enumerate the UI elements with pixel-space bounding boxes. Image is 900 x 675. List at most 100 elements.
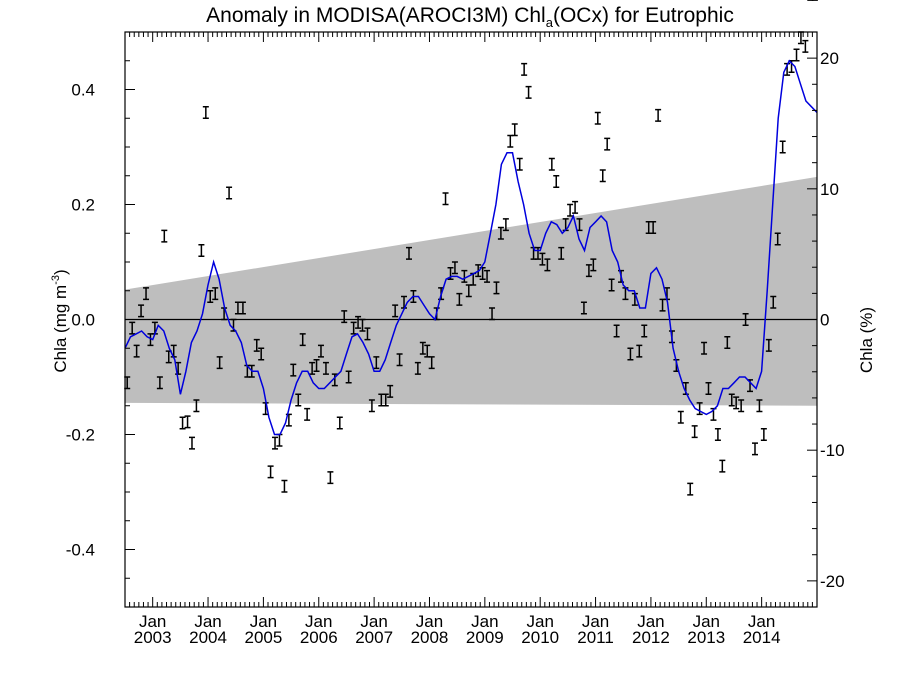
data-point — [336, 416, 343, 430]
right-y-tick-label: 0 — [820, 311, 829, 330]
x-tick-month-label: Jan — [748, 612, 775, 631]
data-point — [226, 186, 233, 200]
data-point — [138, 304, 145, 318]
x-tick-month-label: Jan — [360, 612, 387, 631]
data-point — [355, 315, 362, 329]
x-tick-year-label: 2005 — [244, 628, 282, 647]
data-point — [599, 169, 606, 183]
data-point — [156, 376, 163, 390]
data-point — [724, 336, 731, 349]
data-point — [802, 39, 809, 53]
data-point — [451, 261, 458, 275]
data-point — [382, 393, 389, 407]
data-point — [290, 363, 297, 377]
data-point — [696, 402, 703, 416]
data-point — [276, 433, 283, 447]
x-tick-year-label: 2009 — [466, 628, 504, 647]
left-y-tick-label: 0.2 — [71, 196, 95, 215]
data-point — [216, 356, 223, 370]
x-tick-month-label: Jan — [250, 612, 277, 631]
chart-title-rest: (OCx) for Eutrophic — [553, 4, 734, 27]
data-point — [765, 338, 772, 352]
data-point — [392, 304, 399, 318]
data-point — [359, 318, 366, 332]
x-tick-month-label: Jan — [139, 612, 166, 631]
data-point — [368, 399, 375, 413]
data-point — [461, 269, 468, 283]
data-point — [793, 48, 800, 62]
data-point — [572, 200, 579, 214]
data-point — [567, 203, 574, 217]
smoothed-anomaly-line — [124, 59, 818, 436]
chart-title: Anomaly in MODISA(AROCI3M) Chla(OCx) for… — [206, 4, 734, 30]
x-tick-year-label: 2014 — [743, 628, 781, 647]
x-tick-month-label: Jan — [194, 612, 221, 631]
right-y-tick-label: -10 — [820, 441, 845, 460]
data-point — [133, 344, 140, 358]
smoothed-line-path — [124, 59, 818, 436]
data-point — [143, 287, 150, 301]
data-point — [350, 321, 357, 335]
data-point — [193, 399, 200, 413]
data-point — [299, 333, 306, 347]
data-point — [161, 229, 168, 243]
left-y-tick-label: 0.4 — [71, 81, 95, 100]
data-point — [627, 347, 634, 361]
data-point — [373, 356, 380, 370]
data-point — [179, 416, 186, 430]
x-tick-month-label: Jan — [637, 612, 664, 631]
data-point — [760, 428, 767, 441]
data-point — [258, 347, 265, 361]
data-point — [442, 192, 449, 206]
data-point — [507, 134, 514, 148]
data-point — [742, 313, 749, 326]
data-point — [484, 269, 491, 283]
data-point — [516, 157, 523, 171]
data-point — [207, 290, 214, 303]
data-point — [129, 321, 136, 335]
x-tick-year-label: 2012 — [632, 628, 670, 647]
x-tick-year-label: 2008 — [411, 628, 449, 647]
data-point — [534, 246, 541, 260]
x-tick-year-label: 2011 — [577, 628, 614, 647]
data-point — [175, 361, 182, 375]
left-y-tick-label: 0.0 — [71, 311, 95, 330]
data-point — [322, 361, 329, 375]
data-point — [212, 287, 219, 301]
data-point — [701, 341, 708, 355]
data-point — [655, 108, 662, 122]
x-tick-month-label: Jan — [305, 612, 332, 631]
data-point — [774, 232, 781, 246]
data-point — [751, 442, 758, 456]
data-point — [511, 123, 518, 137]
data-point — [313, 359, 320, 372]
data-point — [539, 252, 546, 266]
data-point — [493, 281, 500, 295]
data-point — [387, 384, 394, 398]
x-tick-month-label: Jan — [693, 612, 720, 631]
data-point — [677, 410, 684, 424]
data-point — [525, 85, 532, 99]
data-point — [239, 301, 246, 315]
x-tick-year-label: 2006 — [300, 628, 338, 647]
data-point — [594, 111, 601, 125]
x-tick-month-label: Jan — [471, 612, 498, 631]
data-point — [719, 459, 726, 473]
data-point — [585, 264, 592, 278]
data-point — [502, 218, 509, 232]
data-point — [304, 407, 311, 421]
x-tick-year-label: 2010 — [521, 628, 559, 647]
data-point — [608, 278, 615, 292]
data-point — [414, 361, 421, 375]
y-axis-left-title-end: ) — [51, 269, 70, 275]
monthly-anomaly-points — [124, 0, 818, 496]
data-point — [267, 465, 274, 479]
axis-ticks — [124, 31, 818, 608]
data-point — [580, 301, 587, 315]
data-point — [272, 436, 279, 450]
x-tick-month-label: Jan — [416, 612, 443, 631]
data-point — [317, 344, 324, 358]
data-point — [733, 396, 740, 410]
data-point — [650, 221, 657, 234]
